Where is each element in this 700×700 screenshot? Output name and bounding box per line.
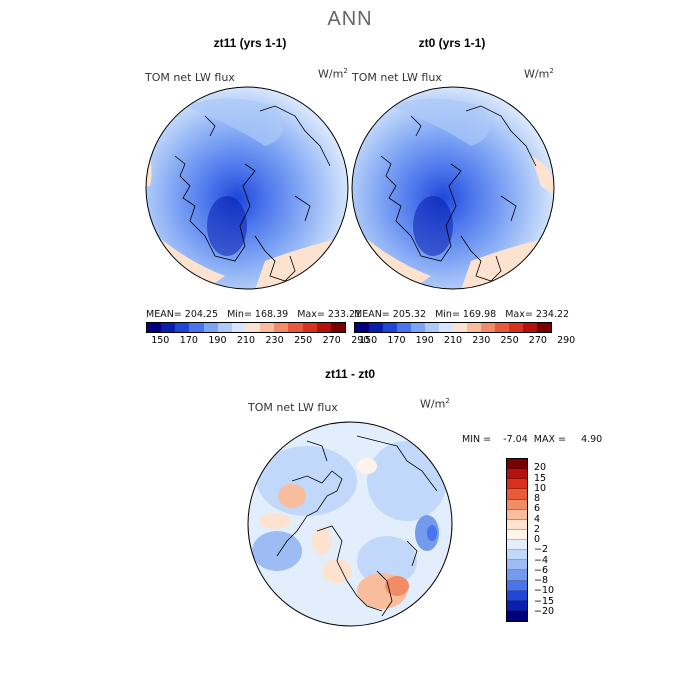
- diff-stats: MIN = -7.04 MAX = 4.90: [462, 434, 603, 445]
- colorbar-swatch: [453, 323, 467, 332]
- colorbar-tick-label: −8: [534, 575, 549, 586]
- colorbar-swatch: [523, 323, 537, 332]
- colorbar-swatch: [467, 323, 481, 332]
- colorbar-swatch: [260, 323, 275, 332]
- colorbar-swatch: [507, 479, 527, 490]
- panel-2-polar-map: [351, 86, 555, 290]
- colorbar-tick-label: 170: [179, 335, 198, 346]
- panel-1-field-label: TOM net LW flux: [145, 71, 235, 84]
- colorbar-tick-label: 230: [472, 335, 491, 346]
- colorbar-swatch: [231, 323, 246, 332]
- panel-1-polar-map: [145, 86, 349, 290]
- colorbar-swatch: [330, 323, 345, 332]
- colorbar-swatch: [383, 323, 397, 332]
- colorbar-swatch: [507, 469, 527, 480]
- colorbar-swatch: [507, 540, 527, 551]
- colorbar-swatch: [355, 323, 369, 332]
- colorbar-tick-label: 150: [151, 335, 170, 346]
- diff-title: zt11 - zt0: [324, 367, 375, 381]
- diff-colorbar: [506, 458, 528, 622]
- colorbar-tick-label: 270: [528, 335, 547, 346]
- colorbar-swatch: [439, 323, 453, 332]
- colorbar-swatch: [507, 560, 527, 571]
- colorbar-tick-label: 250: [500, 335, 519, 346]
- colorbar-tick-label: 2: [534, 523, 541, 535]
- colorbar-swatch: [507, 499, 527, 510]
- colorbar-tick-label: 210: [236, 335, 256, 346]
- colorbar-swatch: [507, 519, 527, 530]
- colorbar-swatch: [203, 323, 218, 332]
- colorbar-tick-label: 8: [534, 493, 541, 504]
- colorbar-tick-label: 230: [265, 335, 284, 346]
- colorbar-swatch: [217, 323, 232, 332]
- figure-title: ANN: [327, 8, 373, 30]
- colorbar-tick-label: 250: [294, 335, 313, 346]
- colorbar-swatch: [189, 323, 204, 332]
- colorbar-tick-label: 0: [534, 534, 541, 545]
- colorbar-swatch: [507, 600, 527, 611]
- colorbar-swatch: [369, 323, 383, 332]
- colorbar-swatch: [507, 459, 527, 470]
- colorbar-tick-label: −20: [534, 605, 555, 617]
- colorbar-swatch: [397, 323, 411, 332]
- colorbar-swatch: [288, 323, 303, 332]
- colorbar-swatch: [507, 529, 527, 540]
- colorbar-tick-label: 190: [208, 335, 227, 346]
- diff-field-label: TOM net LW flux: [248, 401, 338, 414]
- panel-1-title: zt11 (yrs 1-1): [213, 36, 287, 50]
- panel-1-colorbar-swatches: [146, 322, 346, 333]
- colorbar-swatch: [161, 323, 176, 332]
- colorbar-tick-label: 170: [387, 335, 406, 346]
- colorbar-tick-label: 10: [534, 482, 547, 494]
- colorbar-swatch: [507, 590, 527, 601]
- colorbar-tick-label: −10: [534, 585, 555, 597]
- colorbar-tick-label: 290: [351, 335, 370, 346]
- colorbar-tick-label: 15: [534, 472, 547, 484]
- panel-1-units: W/m2: [318, 67, 348, 81]
- colorbar-swatch: [147, 323, 162, 332]
- colorbar-tick-label: −6: [534, 564, 549, 576]
- colorbar-swatch: [507, 580, 527, 591]
- colorbar-swatch: [537, 323, 551, 332]
- colorbar-tick-label: 190: [415, 335, 434, 346]
- colorbar-swatch: [425, 323, 439, 332]
- colorbar-swatch: [509, 323, 523, 332]
- colorbar-tick-label: 6: [534, 503, 541, 515]
- panel-1-colorbar: 150 170 190 210 230 250 270 290: [146, 322, 369, 346]
- colorbar-tick-label: 4: [534, 513, 541, 525]
- colorbar-swatch: [274, 323, 289, 332]
- colorbar-tick-label: 20: [534, 462, 547, 474]
- colorbar-tick-label: 210: [443, 335, 463, 346]
- colorbar-tick-label: 290: [557, 335, 576, 346]
- panel-2-title: zt0 (yrs 1-1): [418, 36, 486, 50]
- colorbar-swatch: [507, 570, 527, 581]
- colorbar-tick-label: 150: [359, 335, 378, 346]
- panel-2-colorbar: 150 170 190 210 230 250 270 290: [354, 322, 575, 346]
- colorbar-swatch: [495, 323, 509, 332]
- colorbar-tick-label: −4: [534, 554, 549, 566]
- colorbar-swatch: [507, 489, 527, 500]
- panel-2-units: W/m2: [524, 67, 554, 81]
- diff-polar-map: [247, 421, 453, 627]
- colorbar-tick-label: −2: [534, 544, 549, 556]
- colorbar-swatch: [245, 323, 261, 332]
- diff-colorbar-labels: 20 15 10 8 6 4 2 0 −2 −4 −6 −8 −10 −15 −20: [534, 458, 574, 622]
- colorbar-tick-label: 270: [322, 335, 341, 346]
- colorbar-swatch: [481, 323, 495, 332]
- colorbar-swatch: [507, 550, 527, 561]
- colorbar-swatch: [302, 323, 317, 332]
- panel-2-field-label: TOM net LW flux: [352, 71, 442, 84]
- colorbar-swatch: [316, 323, 331, 332]
- diff-units: W/m2: [420, 397, 450, 411]
- colorbar-swatch: [507, 509, 527, 520]
- panel-2-stats: MEAN= 205.32 Min= 169.98 Max= 234.22: [354, 309, 570, 320]
- colorbar-tick-label: −15: [534, 595, 555, 607]
- panel-1-stats: MEAN= 204.25 Min= 168.39 Max= 233.21: [146, 309, 362, 320]
- panel-2-colorbar-swatches: [354, 322, 552, 333]
- colorbar-swatch: [411, 323, 425, 332]
- colorbar-swatch: [175, 323, 190, 332]
- colorbar-swatch: [507, 610, 527, 621]
